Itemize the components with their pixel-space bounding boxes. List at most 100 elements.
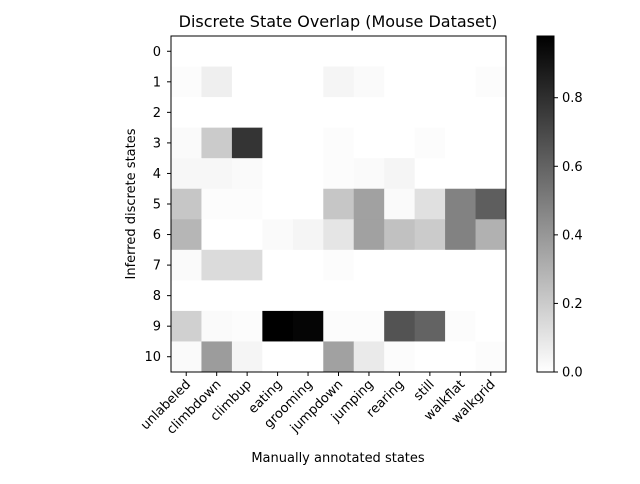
heatmap-cell-r0-c0 (171, 36, 202, 68)
heatmap-cell-r7-c5 (323, 249, 355, 281)
colorbar-tick-label: 0.0 (562, 366, 583, 381)
heatmap-cell-r1-c8 (414, 66, 446, 98)
heatmap-cell-r7-c4 (292, 249, 324, 281)
y-tick-label: 10 (144, 350, 161, 365)
y-tick-label: 3 (153, 136, 161, 151)
heatmap-cell-r8-c0 (171, 280, 202, 312)
y-axis: 0 1 2 3 4 5 6 7 8 9 10 (144, 45, 171, 365)
y-tick-label: 2 (153, 106, 161, 121)
heatmap-cell-r2-c1 (201, 97, 233, 129)
heatmap-cell-r4-c5 (323, 158, 355, 190)
heatmap-cell-r2-c9 (445, 97, 477, 129)
heatmap-cell-r2-c6 (353, 97, 385, 129)
heatmap-cell-r10-c2 (231, 341, 263, 373)
heatmap-cell-r8-c4 (292, 280, 324, 312)
heatmap-cell-r7-c10 (475, 249, 507, 281)
heatmap-cell-r9-c2 (231, 310, 263, 342)
heatmap-cell-r10-c7 (384, 341, 416, 373)
heatmap-cell-r7-c3 (262, 249, 294, 281)
heatmap-cell-r8-c10 (475, 280, 507, 312)
heatmap-cell-r5-c9 (445, 188, 477, 220)
colorbar-tick-label: 0.8 (562, 91, 583, 106)
heatmap-cell-r6-c2 (231, 219, 263, 251)
heatmap-cell-r3-c5 (323, 127, 355, 159)
heatmap-cell-r3-c8 (414, 127, 446, 159)
heatmap-cell-r1-c3 (262, 66, 294, 98)
heatmap-cell-r8-c7 (384, 280, 416, 312)
heatmap-cell-r10-c6 (353, 341, 385, 373)
heatmap-cell-r10-c1 (201, 341, 233, 373)
heatmap-cell-r7-c2 (231, 249, 263, 281)
heatmap-cell-r9-c6 (353, 310, 385, 342)
heatmap-cell-r5-c4 (292, 188, 324, 220)
colorbar-tick-label: 0.2 (562, 297, 583, 312)
heatmap-cell-r0-c9 (445, 36, 477, 68)
heatmap-cell-r1-c6 (353, 66, 385, 98)
heatmap-cell-r2-c2 (231, 97, 263, 129)
heatmap-cell-r3-c1 (201, 127, 233, 159)
heatmap-cell-r5-c5 (323, 188, 355, 220)
heatmap-cell-r3-c2 (231, 127, 263, 159)
heatmap-cell-r9-c0 (171, 310, 202, 342)
heatmap-cell-r2-c10 (475, 97, 507, 129)
y-tick-label: 0 (153, 45, 161, 60)
heatmap-cell-r10-c10 (475, 341, 507, 373)
heatmap-cell-r3-c7 (384, 127, 416, 159)
heatmap-cell-r0-c6 (353, 36, 385, 68)
heatmap-cell-r5-c6 (353, 188, 385, 220)
heatmap-cell-r9-c4 (292, 310, 324, 342)
heatmap-cell-r6-c6 (353, 219, 385, 251)
heatmap-cell-r5-c3 (262, 188, 294, 220)
heatmap-cell-r1-c5 (323, 66, 355, 98)
y-tick-label: 5 (153, 198, 161, 213)
heatmap-cell-r5-c8 (414, 188, 446, 220)
heatmap-cell-r3-c3 (262, 127, 294, 159)
chart-title: Discrete State Overlap (Mouse Dataset) (179, 12, 498, 31)
heatmap-cell-r4-c9 (445, 158, 477, 190)
heatmap-cell-r4-c3 (262, 158, 294, 190)
heatmap-cell-r1-c7 (384, 66, 416, 98)
heatmap-cell-r0-c8 (414, 36, 446, 68)
x-axis-label: Manually annotated states (251, 451, 425, 466)
colorbar-tick-label: 0.6 (562, 160, 583, 175)
heatmap-cell-r9-c9 (445, 310, 477, 342)
y-tick-label: 8 (153, 289, 161, 304)
heatmap-cell-r3-c0 (171, 127, 202, 159)
heatmap-cell-r6-c10 (475, 219, 507, 251)
heatmap-cell-r6-c7 (384, 219, 416, 251)
heatmap-cell-r1-c0 (171, 66, 202, 98)
heatmap-cell-r2-c7 (384, 97, 416, 129)
heatmap-cell-r8-c6 (353, 280, 385, 312)
heatmap-cell-r5-c1 (201, 188, 233, 220)
heatmap-cell-r3-c9 (445, 127, 477, 159)
heatmap-cells (171, 36, 507, 373)
heatmap-cell-r7-c9 (445, 249, 477, 281)
heatmap-cell-r10-c5 (323, 341, 355, 373)
y-tick-label: 9 (153, 320, 161, 335)
colorbar-ticks: 0.0 0.2 0.4 0.6 0.8 (554, 91, 583, 381)
heatmap-cell-r4-c7 (384, 158, 416, 190)
heatmap-cell-r2-c4 (292, 97, 324, 129)
heatmap-cell-r10-c8 (414, 341, 446, 373)
heatmap-cell-r8-c9 (445, 280, 477, 312)
heatmap-cell-r0-c10 (475, 36, 507, 68)
y-tick-label: 6 (153, 228, 161, 243)
heatmap-cell-r9-c8 (414, 310, 446, 342)
y-tick-label: 4 (153, 167, 161, 182)
heatmap-cell-r4-c10 (475, 158, 507, 190)
heatmap-cell-r8-c2 (231, 280, 263, 312)
heatmap-cell-r6-c9 (445, 219, 477, 251)
heatmap-cell-r4-c8 (414, 158, 446, 190)
heatmap-cell-r0-c5 (323, 36, 355, 68)
heatmap-cell-r6-c0 (171, 219, 202, 251)
heatmap-cell-r9-c3 (262, 310, 294, 342)
heatmap-cell-r9-c7 (384, 310, 416, 342)
heatmap-cell-r10-c9 (445, 341, 477, 373)
heatmap-cell-r4-c6 (353, 158, 385, 190)
heatmap-cell-r2-c5 (323, 97, 355, 129)
heatmap-cell-r10-c0 (171, 341, 202, 373)
heatmap-cell-r8-c8 (414, 280, 446, 312)
heatmap-cell-r4-c1 (201, 158, 233, 190)
